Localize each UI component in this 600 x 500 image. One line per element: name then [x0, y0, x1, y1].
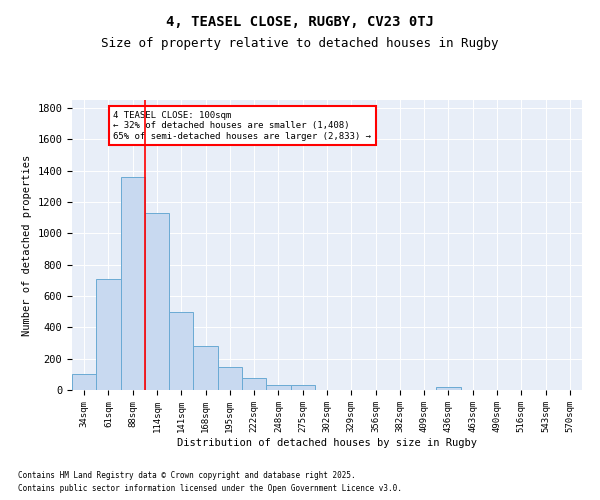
- Text: Contains HM Land Registry data © Crown copyright and database right 2025.: Contains HM Land Registry data © Crown c…: [18, 470, 356, 480]
- Bar: [218, 368, 242, 390]
- Bar: [169, 312, 193, 390]
- Bar: [193, 346, 218, 390]
- Text: 4 TEASEL CLOSE: 100sqm
← 32% of detached houses are smaller (1,408)
65% of semi-: 4 TEASEL CLOSE: 100sqm ← 32% of detached…: [113, 111, 371, 141]
- Text: Size of property relative to detached houses in Rugby: Size of property relative to detached ho…: [101, 38, 499, 51]
- Text: Contains public sector information licensed under the Open Government Licence v3: Contains public sector information licen…: [18, 484, 402, 493]
- Text: 4, TEASEL CLOSE, RUGBY, CV23 0TJ: 4, TEASEL CLOSE, RUGBY, CV23 0TJ: [166, 15, 434, 29]
- Bar: [266, 384, 290, 390]
- Bar: [290, 384, 315, 390]
- X-axis label: Distribution of detached houses by size in Rugby: Distribution of detached houses by size …: [177, 438, 477, 448]
- Y-axis label: Number of detached properties: Number of detached properties: [22, 154, 32, 336]
- Bar: [121, 177, 145, 390]
- Bar: [72, 374, 96, 390]
- Bar: [96, 280, 121, 390]
- Bar: [145, 213, 169, 390]
- Bar: [242, 378, 266, 390]
- Bar: [436, 387, 461, 390]
